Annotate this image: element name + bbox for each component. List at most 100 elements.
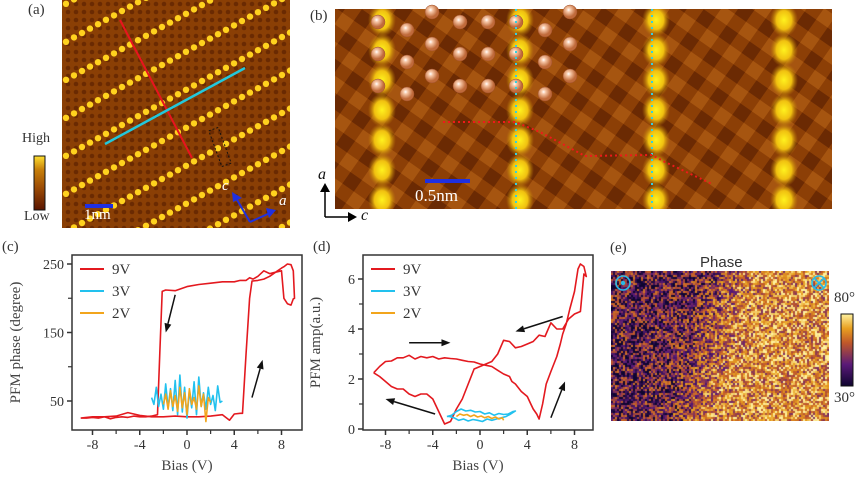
bright-spot [642, 33, 670, 67]
y-tick-label: 0 [348, 423, 355, 438]
chain-atom [62, 0, 70, 7]
chain-atom [254, 9, 262, 16]
chain-atom [70, 148, 78, 155]
chain-atom [286, 181, 290, 188]
chain-atom [230, 212, 238, 219]
bright-spot [642, 63, 670, 97]
chain-atom [110, 88, 118, 95]
legend-label-3V: 3V [403, 284, 422, 300]
chain-atom [238, 17, 246, 25]
chart-pfm-amp: -8 -4 0 4 8 0 2 4 6 Bias (V) PFM amp(a.u.) 9V 3V 2V [308, 254, 594, 474]
chain-atom [126, 117, 134, 124]
x-tick-label: -8 [380, 438, 392, 453]
atom-marker [537, 86, 553, 102]
bright-spot [770, 63, 798, 97]
chain-atom [62, 114, 70, 122]
chain-atom [206, 187, 214, 194]
chain-atom [86, 177, 94, 184]
legend-label-2V: 2V [112, 306, 131, 322]
chain-atom [238, 55, 246, 63]
direction-arrow [550, 381, 566, 419]
chain-atom [94, 173, 102, 180]
bright-spot [506, 183, 534, 209]
chain-atom [86, 63, 94, 70]
chain-atom [198, 115, 206, 123]
chain-atom [206, 0, 214, 4]
y-axis-label: PFM amp(a.u.) [308, 297, 324, 388]
bright-spot [368, 153, 396, 187]
atom-overlay [370, 4, 578, 102]
chain-atom [118, 83, 126, 91]
chain-atom [47, 9, 53, 15]
chain-atom [246, 89, 254, 96]
chain-atom [166, 95, 174, 102]
chain-atom [102, 130, 110, 137]
axis-label-c-b: c [361, 207, 369, 224]
chain-atom [150, 218, 158, 225]
chain-atom [55, 233, 61, 235]
colorbar-a-low-label: Low [24, 209, 50, 224]
chain-atom [182, 162, 190, 169]
chain-atom [127, 231, 133, 235]
x-tick-label: -4 [427, 438, 439, 453]
x-tick-label: 0 [477, 438, 484, 453]
phase-map-image [611, 271, 829, 421]
series-3V [150, 374, 223, 419]
y-tick-label: 6 [348, 273, 355, 288]
chain-atom [278, 147, 286, 155]
chain-atom [70, 34, 78, 41]
direction-arrow [515, 315, 563, 333]
axis-label-a-a: a [279, 193, 287, 209]
chain-atom [270, 152, 278, 159]
chain-atom [102, 92, 110, 100]
chain-atom [134, 75, 142, 82]
chain-atom [198, 191, 206, 199]
chain-atom [134, 37, 142, 44]
chain-atom [70, 110, 78, 117]
chain-atom [190, 196, 198, 203]
chain-atom [182, 86, 190, 94]
chain-atom [222, 26, 230, 33]
red-dotted-profile [443, 121, 713, 185]
colorbar-a [33, 155, 46, 211]
series-2V [455, 413, 505, 421]
chain-atom [278, 185, 286, 193]
chain-atom [230, 174, 238, 181]
chain-atom [190, 6, 198, 13]
chain-atom [222, 64, 230, 72]
chain-atom [222, 178, 230, 185]
chain-atom [214, 145, 222, 152]
y-tick-label: 4 [348, 323, 355, 338]
chain-atom [142, 222, 150, 228]
chain-atom [118, 7, 126, 15]
chain-atom [262, 194, 270, 201]
atom-marker [399, 22, 415, 38]
chain-atom [134, 0, 142, 6]
bright-spot [770, 183, 798, 209]
atom-marker [537, 54, 553, 70]
direction-arrow [251, 359, 264, 398]
chain-atom [262, 42, 270, 49]
red-linecut [119, 19, 193, 159]
chain-atom [238, 131, 246, 139]
chain-atom [214, 221, 222, 228]
chain-atom [198, 1, 206, 9]
chain-atom [158, 175, 166, 183]
chain-atom [262, 156, 270, 163]
atom-marker [452, 14, 468, 30]
chain-atom [174, 205, 182, 212]
panel-b-stm-image [320, 4, 832, 222]
axis-arrows-a [232, 192, 276, 223]
chain-atom [182, 48, 190, 55]
phase-map-markers [615, 275, 827, 291]
panel-c-label: (c) [2, 239, 19, 255]
chain-atom [150, 142, 158, 149]
chain-atom [206, 73, 214, 80]
chain-atom [47, 85, 53, 91]
atom-marker [537, 22, 553, 38]
direction-arrow [164, 294, 176, 333]
atom-marker [370, 14, 386, 30]
chain-atom [62, 152, 70, 159]
scale-bar-a-label: 1nm [84, 207, 111, 223]
chain-atom [238, 169, 246, 177]
